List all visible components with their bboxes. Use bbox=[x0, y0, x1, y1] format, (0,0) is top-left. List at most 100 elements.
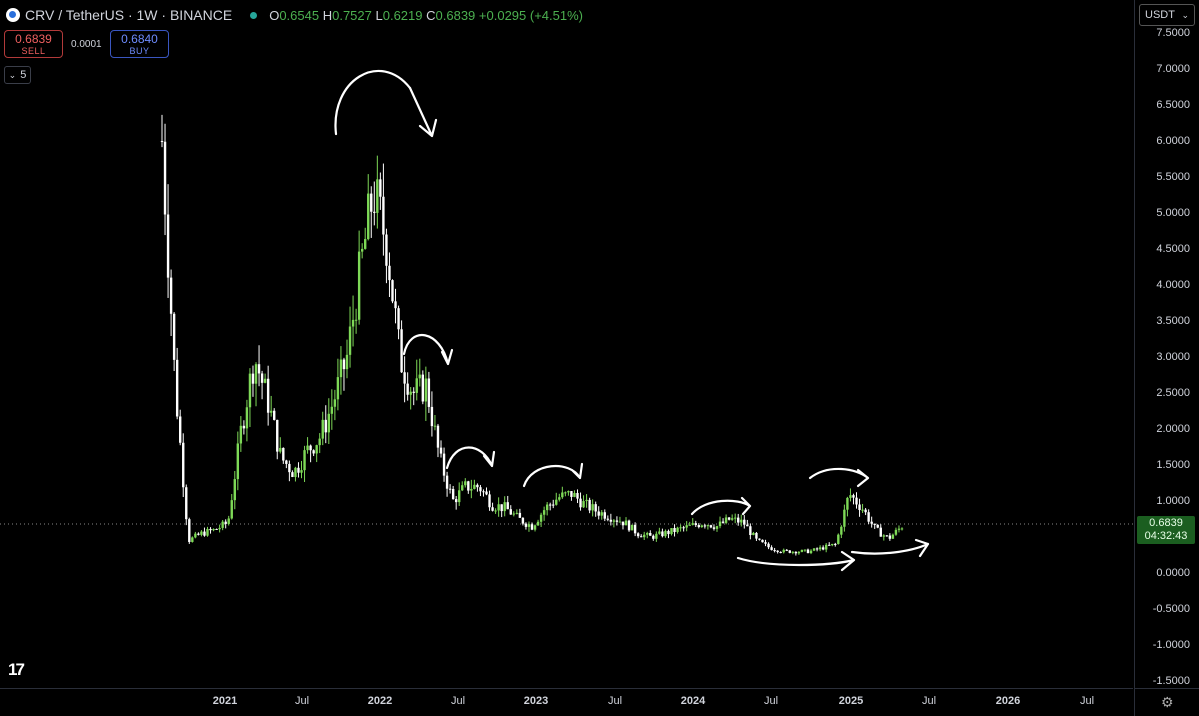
price-axis[interactable]: USDT ⌄ 7.5000 7.0000 6.5000 6.0000 5.5000 5.0… bbox=[1134, 0, 1199, 688]
candle-body bbox=[682, 527, 685, 529]
candle-body bbox=[461, 485, 464, 491]
current-price-value: 0.6839 bbox=[1149, 517, 1183, 529]
candle-body bbox=[494, 510, 497, 512]
candle-body bbox=[454, 499, 458, 503]
candle-body bbox=[357, 251, 361, 320]
chevron-down-icon: ⌄ bbox=[1181, 9, 1189, 20]
candle-body bbox=[279, 447, 282, 452]
candle-body bbox=[360, 248, 364, 252]
candle-body bbox=[436, 425, 440, 448]
current-price-label: 0.6839 04:32:43 bbox=[1137, 516, 1195, 544]
candle-body bbox=[351, 319, 355, 327]
candle-body bbox=[175, 359, 179, 417]
candles-group bbox=[160, 114, 904, 556]
time-tick: Jul bbox=[294, 695, 310, 707]
candle-body bbox=[818, 547, 822, 550]
bar-countdown: 04:32:43 bbox=[1144, 530, 1188, 542]
candle-body bbox=[864, 509, 867, 513]
currency-selector[interactable]: USDT ⌄ bbox=[1139, 4, 1195, 26]
candle-body bbox=[348, 326, 352, 355]
candle-body bbox=[300, 470, 303, 473]
sell-button[interactable]: 0.6839 SELL bbox=[4, 30, 63, 58]
candle-body bbox=[776, 550, 779, 552]
price-tick: 6.0000 bbox=[1156, 135, 1190, 147]
high-prefix: H bbox=[322, 7, 333, 23]
candle-body bbox=[558, 497, 561, 500]
candlestick-chart[interactable] bbox=[0, 0, 1133, 688]
gear-icon[interactable]: ⚙ bbox=[1161, 694, 1174, 710]
candle-body bbox=[515, 512, 519, 514]
candle-body bbox=[615, 520, 619, 522]
candle-body bbox=[467, 481, 470, 491]
candle-body bbox=[427, 378, 431, 407]
candle-body bbox=[888, 535, 892, 539]
candle-body bbox=[197, 533, 200, 535]
candle-body bbox=[597, 511, 600, 516]
candle-body bbox=[576, 492, 579, 499]
candle-body bbox=[573, 492, 576, 497]
candle-body bbox=[561, 492, 564, 498]
price-tick: -1.0000 bbox=[1152, 639, 1190, 651]
candle-body bbox=[752, 532, 755, 536]
candle-body bbox=[239, 425, 243, 444]
candle-body bbox=[415, 378, 418, 393]
time-axis[interactable]: 2021 Jul 2022 Jul 2023 Jul 2024 Jul 2025 Jul 2026 J… bbox=[0, 688, 1133, 716]
candle-body bbox=[782, 549, 785, 553]
chart-canvas[interactable]: CRV / TetherUS · 1W · BINANCE O0.6545 H0… bbox=[0, 0, 1133, 688]
price-tick: -1.5000 bbox=[1152, 675, 1190, 687]
tradingview-logo-icon[interactable]: 17 bbox=[8, 660, 25, 679]
candle-body bbox=[539, 514, 543, 522]
candle-body bbox=[764, 542, 767, 544]
candle-body bbox=[521, 517, 525, 524]
candle-body bbox=[388, 265, 391, 281]
candle-body bbox=[621, 521, 625, 526]
candle-body bbox=[203, 531, 206, 536]
candle-body bbox=[433, 425, 437, 427]
candle-body bbox=[315, 445, 318, 454]
candle-body bbox=[333, 399, 337, 407]
candle-body bbox=[767, 543, 770, 548]
candle-body bbox=[858, 504, 861, 511]
candle-body bbox=[831, 543, 834, 546]
candle-body bbox=[579, 498, 582, 508]
candle-body bbox=[200, 531, 203, 535]
market-status-icon bbox=[250, 11, 258, 19]
annotation-arc-2 bbox=[402, 334, 454, 366]
annotation-arc-5 bbox=[690, 496, 752, 516]
candle-body bbox=[737, 517, 740, 523]
price-tick: 4.0000 bbox=[1156, 279, 1190, 291]
candle-body bbox=[900, 528, 904, 530]
symbol-title[interactable]: CRV / TetherUS · 1W · BINANCE bbox=[25, 7, 233, 23]
buy-button[interactable]: 0.6840 BUY bbox=[110, 30, 169, 58]
indicators-toggle-button[interactable]: ⌄ 5 bbox=[4, 66, 31, 84]
candle-body bbox=[215, 528, 218, 530]
candle-body bbox=[837, 534, 840, 544]
annotation-arc-4 bbox=[522, 462, 584, 488]
candle-body bbox=[709, 525, 713, 528]
annotation-arc-6 bbox=[808, 467, 870, 488]
candle-body bbox=[609, 519, 613, 522]
candle-body bbox=[649, 533, 652, 536]
candle-body bbox=[843, 509, 846, 527]
candle-body bbox=[706, 525, 710, 527]
sell-label: SELL bbox=[21, 46, 46, 56]
candle-body bbox=[855, 497, 858, 505]
candle-body bbox=[873, 523, 876, 525]
candle-body bbox=[376, 179, 379, 213]
candle-body bbox=[582, 501, 585, 508]
candle-body bbox=[740, 519, 743, 523]
candle-body bbox=[191, 537, 194, 542]
close-prefix: C bbox=[426, 7, 436, 23]
candle-body bbox=[458, 490, 461, 503]
time-tick: Jul bbox=[763, 695, 779, 707]
candle-body bbox=[870, 521, 873, 524]
candle-body bbox=[178, 416, 182, 443]
candle-body bbox=[564, 492, 567, 494]
candle-body bbox=[646, 533, 649, 535]
candle-body bbox=[503, 502, 506, 512]
candle-body bbox=[749, 526, 752, 536]
candle-body bbox=[806, 549, 810, 554]
candle-body bbox=[743, 519, 746, 525]
candle-body bbox=[894, 529, 898, 535]
candle-body bbox=[491, 507, 494, 511]
